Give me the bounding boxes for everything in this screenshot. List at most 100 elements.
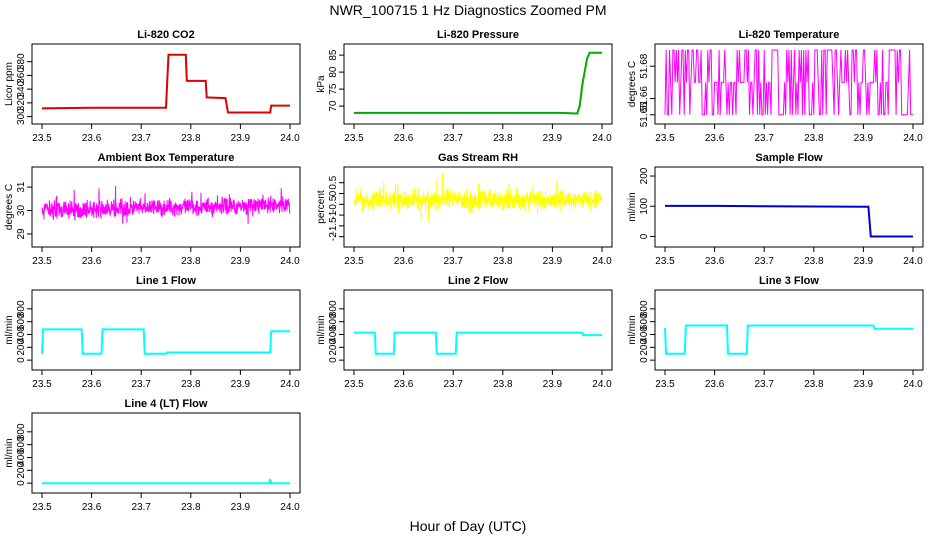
x-tick-label: 23.8 [181, 256, 201, 267]
chart-panel: Line 4 (LT) Flow 23.5 23.6 23.7 23.8 23.9 24.0… [4, 398, 301, 513]
x-tick-label: 23.6 [705, 256, 725, 267]
y-tick-label: 51.65 [639, 102, 650, 127]
page-title: NWR_100715 1 Hz Diagnostics Zoomed PM [329, 2, 607, 18]
series-line [354, 331, 602, 355]
y-tick-label: 200 [16, 339, 27, 356]
x-tick-label: 23.9 [231, 133, 251, 144]
x-tick-label: 23.9 [543, 133, 563, 144]
y-axis-label: ml/min [4, 438, 15, 467]
plot-frame [31, 166, 301, 248]
y-tick-label: 320 [16, 94, 27, 111]
y-tick-label: 600 [639, 313, 650, 330]
x-tick-label: 23.6 [394, 379, 414, 390]
y-tick-label: 600 [16, 313, 27, 330]
x-tick-label: 24.0 [903, 379, 923, 390]
x-tick-label: 24.0 [903, 133, 923, 144]
plot-frame [343, 43, 613, 125]
x-tick-label: 24.0 [280, 256, 300, 267]
x-tick-label: 23.5 [344, 133, 364, 144]
panel-title: Line 4 (LT) Flow [125, 398, 208, 410]
x-tick-label: 24.0 [592, 133, 612, 144]
y-tick-label: 200 [639, 167, 650, 184]
y-tick-label: 30 [16, 205, 27, 217]
x-tick-label: 23.8 [181, 379, 201, 390]
y-tick-label: 31 [16, 181, 27, 193]
x-tick-label: 23.7 [443, 133, 463, 144]
x-tick-label: 23.7 [131, 379, 151, 390]
panel-title: Line 2 Flow [448, 275, 508, 287]
x-tick-label: 24.0 [280, 379, 300, 390]
x-tick-label: 23.6 [394, 133, 414, 144]
series-line [41, 53, 290, 114]
y-tick-label: 51.68 [639, 53, 650, 78]
y-tick-label: 800 [16, 423, 27, 440]
x-tick-label: 24.0 [280, 502, 300, 513]
y-tick-label: 800 [16, 300, 27, 317]
y-tick-label: 0 [639, 233, 650, 239]
x-tick-label: 23.8 [493, 379, 513, 390]
series-line [665, 204, 913, 238]
y-axis-label: kPa [316, 75, 327, 93]
y-tick-label: 100 [639, 197, 650, 214]
x-tick-label: 23.9 [854, 379, 874, 390]
x-tick-label: 23.5 [344, 379, 364, 390]
y-tick-label: 800 [639, 300, 650, 317]
y-tick-label: 340 [16, 80, 27, 97]
y-tick-label: 200 [328, 339, 339, 356]
y-axis-label: ml/min [316, 315, 327, 344]
x-tick-label: 23.6 [82, 379, 102, 390]
y-tick-label: 800 [328, 300, 339, 317]
x-tick-label: 23.7 [754, 133, 774, 144]
x-tick-label: 24.0 [592, 379, 612, 390]
x-tick-label: 23.7 [131, 256, 151, 267]
chart-panel: Line 1 Flow 23.5 23.6 23.7 23.8 23.9 24.0 02004… [4, 275, 301, 390]
y-tick-label: -1.5 [328, 217, 339, 235]
x-tick-label: 23.8 [804, 256, 824, 267]
x-tick-label: 23.8 [804, 133, 824, 144]
x-tick-label: 23.5 [32, 133, 52, 144]
panel-title: Line 3 Flow [759, 275, 819, 287]
chart-panel: Li-820 Temperature 23.5 23.6 23.7 23.8 23.9 24… [627, 29, 924, 144]
plot-frame [654, 43, 924, 125]
x-tick-label: 23.5 [655, 256, 675, 267]
series-line [41, 185, 291, 225]
y-tick-label: 360 [16, 67, 27, 84]
x-tick-label: 23.8 [493, 133, 513, 144]
chart-panel: Li-820 CO2 23.5 23.6 23.7 23.8 23.9 24.0 300320… [4, 29, 301, 144]
y-tick-label: 200 [639, 339, 650, 356]
y-tick-label: 0 [328, 357, 339, 363]
plot-frame [31, 289, 301, 371]
chart-panel: Ambient Box Temperature 23.5 23.6 23.7 23.8 2… [4, 152, 301, 267]
x-tick-label: 23.7 [443, 379, 463, 390]
panel-title: Gas Stream RH [438, 152, 518, 164]
x-tick-label: 23.5 [655, 379, 675, 390]
series-line [664, 324, 913, 355]
x-tick-label: 23.7 [754, 379, 774, 390]
y-axis-label: Licor ppm [4, 62, 15, 106]
plot-frame [654, 166, 924, 248]
x-tick-label: 23.5 [32, 256, 52, 267]
y-tick-label: 600 [328, 313, 339, 330]
x-tick-label: 23.7 [754, 256, 774, 267]
series-line [41, 328, 290, 355]
x-tick-label: 23.8 [181, 133, 201, 144]
y-tick-label: 0.5 [328, 175, 339, 189]
y-tick-label: -0.5 [328, 195, 339, 213]
y-tick-label: -1 [328, 210, 339, 219]
y-axis-label: ml/min [627, 315, 638, 344]
y-tick-label: 400 [328, 326, 339, 343]
x-tick-label: 24.0 [592, 256, 612, 267]
y-tick-label: 400 [16, 326, 27, 343]
x-tick-label: 23.6 [705, 133, 725, 144]
x-tick-label: 23.6 [82, 256, 102, 267]
panel-title: Li-820 Temperature [739, 29, 840, 41]
plot-frame [31, 412, 301, 494]
x-tick-label: 24.0 [903, 256, 923, 267]
x-tick-label: 23.9 [231, 256, 251, 267]
x-tick-label: 23.9 [543, 379, 563, 390]
y-tick-label: 0 [16, 480, 27, 486]
x-tick-label: 23.5 [32, 502, 52, 513]
y-tick-label: 380 [16, 53, 27, 70]
y-tick-label: 29 [16, 228, 27, 240]
